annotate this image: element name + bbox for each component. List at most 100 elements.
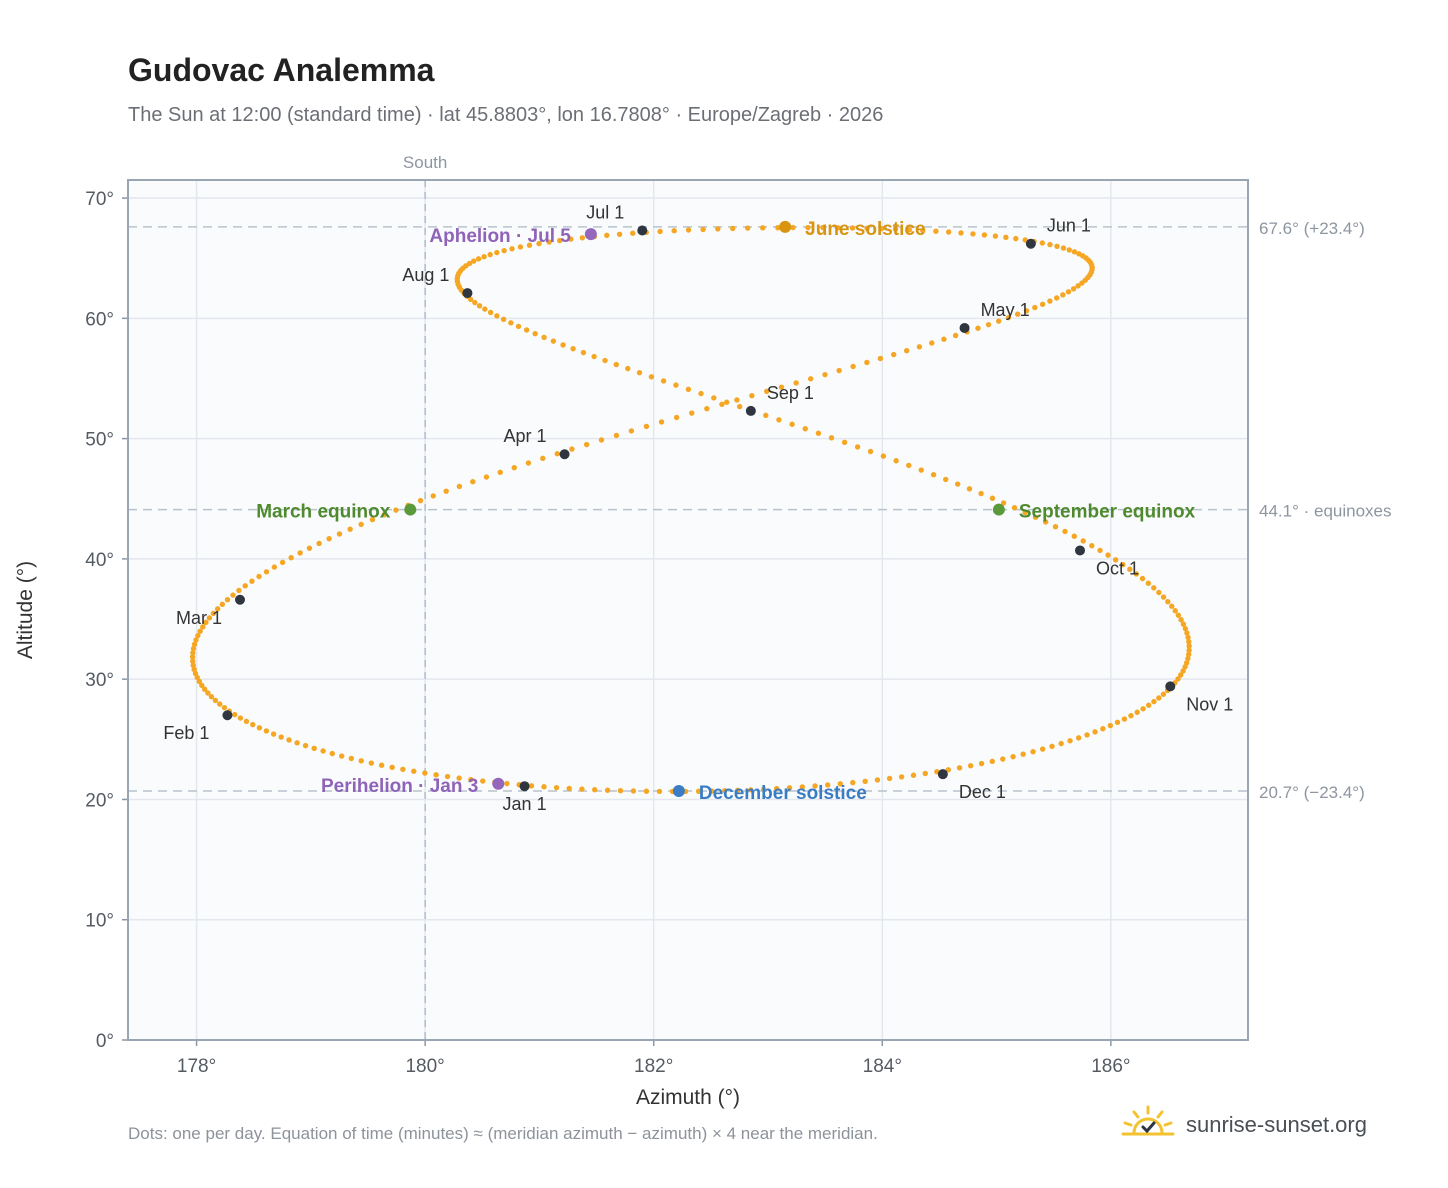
daily-sun-dot (1186, 643, 1192, 649)
daily-sun-dot (487, 251, 493, 258)
daily-sun-dot (689, 410, 695, 416)
daily-sun-dot (511, 464, 517, 471)
daily-sun-dot (1049, 743, 1055, 750)
daily-sun-dot (945, 229, 952, 235)
daily-sun-dot (1165, 598, 1171, 605)
daily-sun-dot (1145, 580, 1152, 586)
daily-sun-dot (189, 654, 196, 660)
chart-footnote: Dots: one per day. Equation of time (min… (128, 1124, 878, 1143)
daily-sun-dot (443, 488, 449, 494)
daily-sun-dot (250, 721, 256, 728)
month-marker (519, 781, 530, 792)
daily-sun-dot (525, 460, 532, 466)
daily-sun-dot (952, 332, 959, 339)
x-tick-label: 180° (405, 1056, 444, 1077)
daily-sun-dot (906, 227, 912, 233)
daily-sun-dot (704, 405, 710, 412)
month-marker-label: Sep 1 (767, 383, 814, 403)
month-marker-label: Nov 1 (1186, 694, 1233, 714)
daily-sun-dot (1183, 660, 1190, 666)
daily-sun-dot (501, 247, 507, 254)
daily-sun-dot (945, 767, 951, 773)
month-marker-label: Aug 1 (402, 265, 449, 285)
daily-sun-dot (481, 254, 487, 260)
daily-sun-dot (487, 309, 494, 316)
daily-sun-dot (719, 401, 725, 407)
month-marker-label: Apr 1 (504, 426, 547, 446)
daily-sun-dot (1145, 702, 1152, 708)
reference-line-label: 44.1° · equinoxes (1259, 502, 1392, 521)
daily-sun-dot (985, 321, 992, 328)
daily-sun-dot (433, 772, 439, 778)
daily-sun-dot (660, 378, 667, 384)
daily-sun-dot (628, 428, 635, 434)
daily-sun-dot (975, 325, 981, 331)
daily-sun-dot (422, 770, 428, 776)
daily-sun-dot (736, 403, 743, 410)
daily-sun-dot (1022, 509, 1028, 516)
daily-sun-dot (1107, 722, 1114, 729)
daily-sun-dot (190, 650, 196, 656)
daily-sun-dot (467, 296, 474, 303)
daily-sun-dot (338, 753, 345, 759)
daily-sun-dot (393, 507, 399, 513)
daily-sun-dot (636, 369, 643, 376)
month-marker (1075, 545, 1085, 556)
daily-sun-dot (850, 363, 856, 370)
daily-sun-dot (1180, 621, 1187, 627)
daily-sun-dot (1097, 547, 1103, 554)
daily-sun-dot (793, 380, 799, 386)
daily-sun-dot (989, 495, 996, 501)
daily-sun-dot (591, 353, 597, 360)
daily-sun-dot (302, 742, 309, 749)
daily-sun-dot (748, 787, 754, 793)
x-tick-label: 184° (863, 1056, 902, 1077)
daily-sun-dot (1058, 740, 1064, 747)
daily-sun-dot (288, 554, 294, 561)
daily-sun-dot (400, 766, 406, 773)
daily-sun-dot (685, 227, 692, 233)
daily-sun-dot (671, 228, 677, 234)
daily-sun-dot (456, 775, 462, 781)
daily-sun-dot (1060, 245, 1067, 251)
daily-sun-dot (196, 678, 203, 685)
y-axis-title: Altitude (°) (14, 561, 37, 659)
daily-sun-dot (1011, 505, 1018, 511)
daily-sun-dot (1185, 655, 1191, 662)
daily-sun-dot (920, 227, 926, 234)
event-marker-label: June solstice (805, 219, 925, 240)
daily-sun-dot (922, 770, 928, 777)
daily-sun-dot (643, 423, 650, 430)
month-marker (937, 769, 948, 780)
brand-logo[interactable]: sunrise-sunset.org (1120, 1100, 1367, 1150)
month-marker (222, 710, 233, 721)
daily-sun-dot (540, 455, 546, 462)
daily-sun-dot (837, 781, 844, 787)
daily-sun-dot (890, 351, 897, 358)
daily-sun-dot (200, 624, 206, 630)
daily-sun-dot (1030, 748, 1036, 755)
daily-sun-dot (508, 320, 514, 326)
daily-sun-dot (789, 421, 795, 427)
daily-sun-dot (208, 694, 215, 700)
daily-sun-dot (203, 619, 209, 626)
month-marker (1025, 238, 1036, 249)
daily-sun-dot (191, 641, 198, 648)
daily-sun-dot (205, 690, 211, 696)
daily-sun-dot (500, 316, 507, 323)
daily-sun-dot (749, 392, 755, 399)
daily-sun-dot (790, 224, 796, 231)
daily-sun-dot (850, 779, 856, 786)
daily-sun-dot (643, 788, 650, 794)
daily-sun-dot (570, 346, 576, 352)
daily-sun-dot (734, 397, 740, 403)
daily-sun-dot (918, 467, 924, 473)
x-axis-title: Azimuth (°) (636, 1086, 740, 1109)
daily-sun-dot (941, 336, 947, 342)
daily-sun-dot (569, 446, 575, 452)
daily-sun-dot (630, 230, 636, 236)
daily-sun-dot (1047, 298, 1053, 304)
daily-sun-dot (468, 776, 474, 783)
daily-sun-dot (358, 521, 364, 528)
daily-sun-dot (1067, 738, 1073, 744)
